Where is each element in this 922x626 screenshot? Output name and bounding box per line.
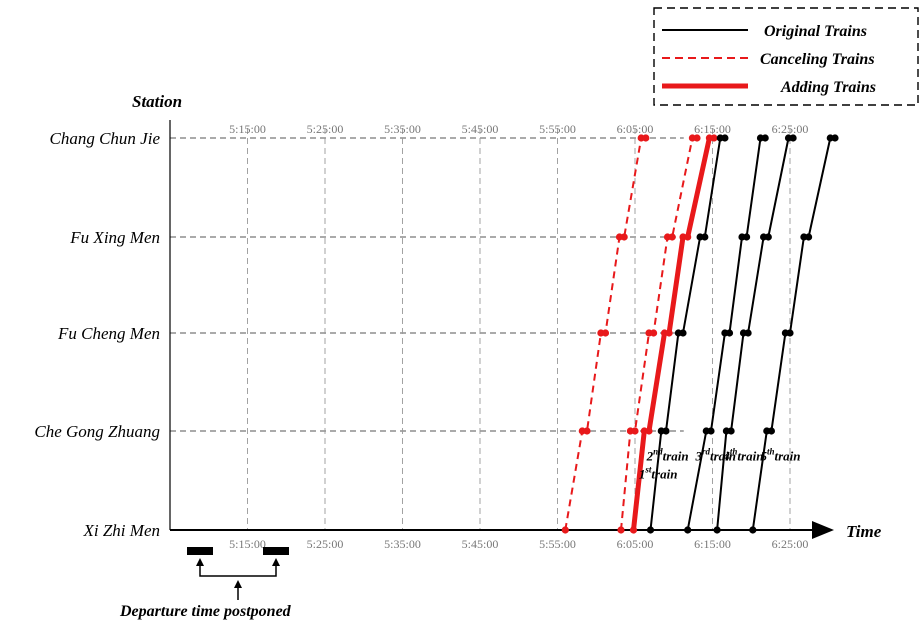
original-train-point (786, 329, 794, 337)
top-tick-labels: 5:15:00 5:25:00 5:35:00 5:45:00 5:55:00 6:05:… (229, 122, 808, 136)
original-train-point (707, 427, 715, 435)
bottom-tick-label: 6:05:00 (617, 537, 654, 551)
bottom-tick-labels: 5:15:00 5:25:00 5:35:00 5:45:00 5:55:00 6:05:… (229, 537, 808, 551)
station-label: Chang Chun Jie (50, 129, 161, 148)
original-train-point (831, 134, 839, 142)
original-train-point (646, 526, 655, 534)
original-train-line (751, 137, 835, 531)
axes (169, 120, 834, 539)
original-train-point (805, 233, 813, 241)
top-tick-label: 5:25:00 (307, 122, 344, 136)
canceling-train-point (561, 526, 569, 534)
legend-label-adding: Adding Trains (780, 79, 876, 96)
marker-postponed-departure (263, 547, 289, 555)
train-series (561, 134, 839, 534)
top-tick-label: 5:55:00 (539, 122, 576, 136)
original-train-point (679, 329, 687, 337)
adding-train-point (665, 329, 673, 337)
bottom-tick-label: 5:25:00 (307, 537, 344, 551)
postponed-annotation: Departure time postponed (119, 547, 292, 620)
original-train-point (767, 427, 776, 435)
bracket-arrow-left (196, 558, 204, 566)
note-arrow-head (234, 580, 242, 588)
canceling-train-point (601, 329, 610, 337)
marker-original-departure (187, 547, 213, 555)
canceling-train-point (583, 427, 591, 435)
original-train-point (713, 526, 721, 534)
legend-box (653, 7, 919, 106)
original-train-point (789, 134, 797, 142)
station-label: Fu Cheng Men (57, 324, 160, 343)
original-train-point (662, 427, 670, 435)
legend: Original Trains Canceling Trains Adding … (653, 7, 919, 106)
bottom-tick-label: 5:35:00 (384, 537, 421, 551)
legend-label-original: Original Trains (764, 23, 867, 40)
top-tick-label: 6:25:00 (772, 122, 809, 136)
canceling-train-point (620, 233, 628, 241)
station-label: Che Gong Zhuang (34, 422, 160, 441)
adding-train-point (645, 427, 653, 435)
station-label: Xi Zhi Men (83, 521, 161, 540)
legend-label-canceling: Canceling Trains (760, 51, 875, 68)
train-label: 1sttrain (639, 465, 678, 482)
original-train-point (727, 427, 735, 435)
postponed-note: Departure time postponed (119, 603, 292, 620)
train-label: 5thtrain (761, 447, 801, 464)
bottom-tick-label: 5:55:00 (539, 537, 576, 551)
canceling-train-point (693, 134, 701, 142)
bracket-line (199, 560, 277, 577)
top-tick-label: 5:45:00 (462, 122, 499, 136)
bottom-tick-label: 6:15:00 (694, 537, 731, 551)
top-tick-label: 6:15:00 (694, 122, 731, 136)
original-train-point (684, 526, 692, 534)
grid (170, 128, 791, 531)
original-train-point (744, 329, 752, 337)
bottom-tick-label: 5:15:00 (229, 537, 266, 551)
canceling-train-point (631, 427, 639, 435)
adding-train-point (684, 233, 692, 241)
bottom-tick-label: 6:25:00 (772, 537, 809, 551)
adding-train-point (629, 526, 638, 534)
x-axis-label: Time (846, 522, 882, 541)
canceling-train-point (650, 329, 658, 337)
original-train-point (764, 233, 772, 241)
original-train-point (743, 233, 751, 241)
canceling-train-point (668, 233, 676, 241)
train-label: 2ndtrain (646, 447, 689, 464)
y-axis-label: Station (132, 92, 182, 111)
original-train-point (721, 134, 729, 142)
original-train-point (725, 329, 734, 337)
bracket-arrow-right (272, 558, 280, 566)
bottom-tick-label: 5:45:00 (462, 537, 499, 551)
original-train-point (749, 526, 757, 534)
top-tick-label: 5:15:00 (229, 122, 266, 136)
canceling-train-point (642, 134, 650, 142)
train-label: 4thtrain (722, 447, 763, 464)
original-train-point (701, 233, 709, 241)
adding-train-point (710, 134, 718, 142)
x-axis-arrow (812, 521, 834, 539)
top-tick-label: 6:05:00 (617, 122, 654, 136)
top-tick-label: 5:35:00 (384, 122, 421, 136)
original-train-point (761, 134, 769, 142)
canceling-train-point (617, 526, 625, 534)
station-labels: Xi Zhi Men Che Gong Zhuang Fu Cheng Men Fu … (34, 129, 160, 540)
station-label: Fu Xing Men (69, 228, 160, 247)
train-label: 3rdtrain (695, 447, 737, 464)
